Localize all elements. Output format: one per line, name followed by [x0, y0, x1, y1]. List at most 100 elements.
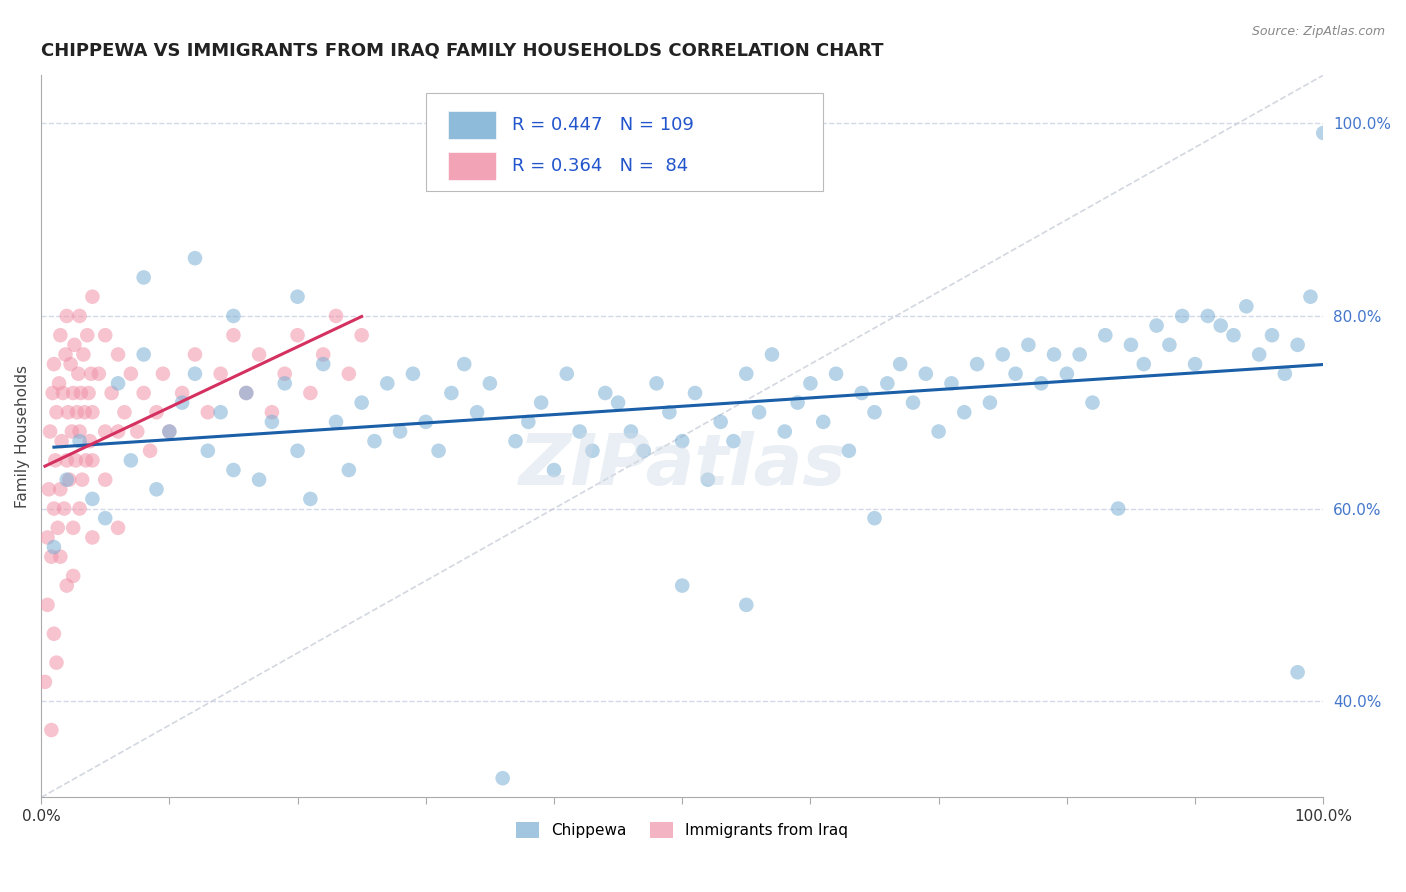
Chippewa [748, 405, 770, 419]
Chippewa [696, 473, 718, 487]
Chippewa [402, 367, 425, 381]
Chippewa [928, 425, 950, 439]
Chippewa [312, 357, 335, 371]
Chippewa [389, 425, 412, 439]
Chippewa [235, 386, 257, 401]
Immigrants from Iraq [51, 434, 73, 449]
Chippewa [478, 376, 501, 391]
Chippewa [1171, 309, 1194, 323]
Immigrants from Iraq [46, 521, 69, 535]
Bar [447, 112, 496, 138]
Chippewa [209, 405, 232, 419]
Immigrants from Iraq [73, 405, 96, 419]
Chippewa [966, 357, 988, 371]
Chippewa [710, 415, 733, 429]
Chippewa [1081, 395, 1104, 409]
Immigrants from Iraq [49, 549, 72, 564]
Immigrants from Iraq [42, 501, 65, 516]
Chippewa [671, 434, 693, 449]
Immigrants from Iraq [37, 531, 59, 545]
Chippewa [941, 376, 963, 391]
Immigrants from Iraq [45, 656, 67, 670]
Immigrants from Iraq [132, 386, 155, 401]
Text: ZIPatlas: ZIPatlas [519, 431, 846, 500]
Immigrants from Iraq [65, 453, 87, 467]
Chippewa [735, 367, 758, 381]
Immigrants from Iraq [350, 328, 373, 343]
Chippewa [55, 473, 77, 487]
Immigrants from Iraq [45, 405, 67, 419]
Immigrants from Iraq [75, 453, 97, 467]
FancyBboxPatch shape [426, 94, 824, 191]
Chippewa [184, 251, 207, 265]
Immigrants from Iraq [107, 425, 129, 439]
Chippewa [683, 386, 706, 401]
Chippewa [1261, 328, 1284, 343]
Immigrants from Iraq [77, 386, 100, 401]
Chippewa [1043, 347, 1066, 361]
Chippewa [1209, 318, 1232, 333]
Chippewa [1031, 376, 1053, 391]
Immigrants from Iraq [82, 531, 104, 545]
Chippewa [1249, 347, 1271, 361]
Chippewa [94, 511, 117, 525]
Immigrants from Iraq [172, 386, 194, 401]
Chippewa [1056, 367, 1078, 381]
Immigrants from Iraq [260, 405, 283, 419]
Immigrants from Iraq [107, 347, 129, 361]
Chippewa [876, 376, 898, 391]
Immigrants from Iraq [197, 405, 219, 419]
Immigrants from Iraq [80, 367, 103, 381]
Chippewa [415, 415, 437, 429]
Chippewa [69, 434, 91, 449]
Y-axis label: Family Households: Family Households [15, 365, 30, 508]
Chippewa [453, 357, 475, 371]
Immigrants from Iraq [82, 405, 104, 419]
Chippewa [247, 473, 270, 487]
Legend: Chippewa, Immigrants from Iraq: Chippewa, Immigrants from Iraq [510, 816, 853, 844]
Immigrants from Iraq [42, 626, 65, 640]
Immigrants from Iraq [325, 309, 347, 323]
Chippewa [260, 415, 283, 429]
Immigrants from Iraq [44, 453, 66, 467]
Chippewa [299, 491, 322, 506]
Chippewa [723, 434, 745, 449]
Immigrants from Iraq [87, 367, 110, 381]
Immigrants from Iraq [114, 405, 136, 419]
Immigrants from Iraq [69, 501, 91, 516]
Immigrants from Iraq [312, 347, 335, 361]
Immigrants from Iraq [41, 723, 63, 737]
Immigrants from Iraq [94, 425, 117, 439]
Immigrants from Iraq [62, 521, 84, 535]
Immigrants from Iraq [49, 328, 72, 343]
Immigrants from Iraq [72, 347, 94, 361]
Chippewa [440, 386, 463, 401]
Text: CHIPPEWA VS IMMIGRANTS FROM IRAQ FAMILY HOUSEHOLDS CORRELATION CHART: CHIPPEWA VS IMMIGRANTS FROM IRAQ FAMILY … [41, 42, 883, 60]
Chippewa [813, 415, 835, 429]
Chippewa [120, 453, 142, 467]
Immigrants from Iraq [55, 309, 77, 323]
Chippewa [287, 290, 309, 304]
Immigrants from Iraq [48, 376, 70, 391]
Immigrants from Iraq [70, 473, 93, 487]
Chippewa [889, 357, 911, 371]
Chippewa [1159, 338, 1181, 352]
Chippewa [633, 443, 655, 458]
Chippewa [979, 395, 1001, 409]
Chippewa [492, 771, 515, 785]
Chippewa [773, 425, 796, 439]
Chippewa [1274, 367, 1296, 381]
Immigrants from Iraq [55, 453, 77, 467]
Chippewa [363, 434, 385, 449]
Immigrants from Iraq [70, 386, 93, 401]
Chippewa [197, 443, 219, 458]
Immigrants from Iraq [62, 569, 84, 583]
Chippewa [1312, 126, 1334, 140]
Chippewa [1119, 338, 1142, 352]
Chippewa [1107, 501, 1129, 516]
Text: R = 0.447   N = 109: R = 0.447 N = 109 [512, 116, 693, 134]
Immigrants from Iraq [82, 290, 104, 304]
Immigrants from Iraq [69, 309, 91, 323]
Chippewa [157, 425, 180, 439]
Immigrants from Iraq [59, 357, 82, 371]
